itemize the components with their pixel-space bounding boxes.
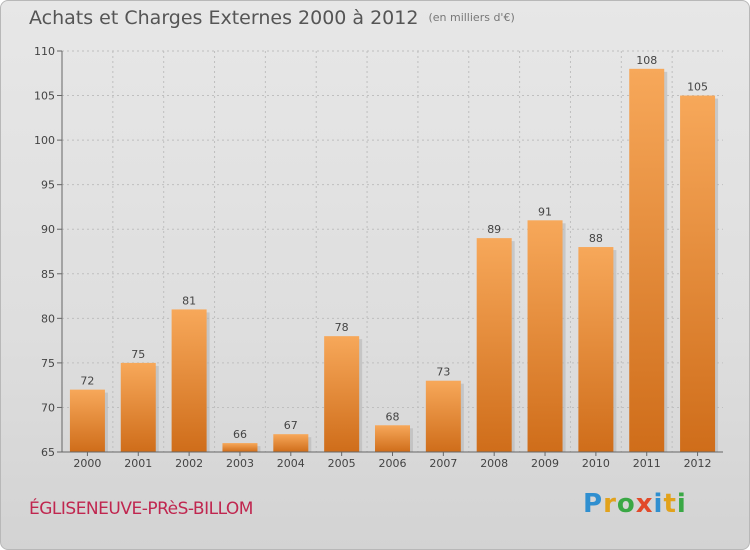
bar-value-label: 91 bbox=[538, 205, 552, 218]
bar-value-label: 66 bbox=[233, 428, 247, 441]
bar-value-label: 75 bbox=[131, 348, 145, 361]
logo-letter: i bbox=[676, 489, 687, 519]
y-tick-label: 85 bbox=[41, 268, 55, 281]
bar-value-label: 68 bbox=[386, 410, 400, 423]
bar-value-label: 72 bbox=[80, 375, 94, 388]
y-tick-label: 65 bbox=[41, 446, 55, 459]
x-tick-label: 2004 bbox=[277, 457, 305, 470]
x-tick-label: 2012 bbox=[684, 457, 712, 470]
y-tick-label: 80 bbox=[41, 312, 55, 325]
bar bbox=[476, 238, 512, 452]
bar bbox=[171, 309, 207, 452]
bar bbox=[375, 425, 410, 452]
x-tick-label: 2009 bbox=[531, 457, 559, 470]
logo-letter: i bbox=[653, 489, 664, 519]
logo-letter: t bbox=[663, 489, 677, 519]
bar-value-label: 89 bbox=[487, 223, 501, 236]
x-tick-label: 2001 bbox=[124, 457, 152, 470]
y-tick-label: 70 bbox=[41, 401, 55, 414]
y-tick-label: 90 bbox=[41, 223, 55, 236]
x-tick-label: 2006 bbox=[379, 457, 407, 470]
y-tick-label: 95 bbox=[41, 179, 55, 192]
x-tick-label: 2011 bbox=[633, 457, 661, 470]
bar bbox=[629, 68, 665, 453]
y-tick-label: 75 bbox=[41, 357, 55, 370]
grid-lines bbox=[62, 50, 723, 453]
y-tick-label: 110 bbox=[34, 45, 55, 58]
bar bbox=[527, 220, 563, 452]
x-tick-label: 2002 bbox=[175, 457, 203, 470]
bar bbox=[324, 336, 360, 452]
y-tick-label: 105 bbox=[34, 90, 55, 103]
commune-name: ÉGLISENEUVE-PRèS-BILLOM bbox=[29, 499, 253, 519]
bars: 72 75 81 66 67 78 68 73 89 91 88 108 105 bbox=[69, 54, 719, 453]
bar-value-label: 78 bbox=[335, 321, 349, 334]
logo-letter: r bbox=[603, 489, 617, 519]
bar-value-label: 73 bbox=[436, 366, 450, 379]
x-tick-label: 2010 bbox=[582, 457, 610, 470]
bar-value-label: 67 bbox=[284, 419, 298, 432]
x-tick-label: 2000 bbox=[73, 457, 101, 470]
bar-value-label: 88 bbox=[589, 232, 603, 245]
proxiti-logo: Proxiti bbox=[583, 489, 687, 519]
y-tick-label: 100 bbox=[34, 134, 55, 147]
axes: 65 70 75 80 85 90 95 100 105 110 2000 2001 2002 2003 2… bbox=[34, 45, 723, 470]
bar bbox=[120, 362, 156, 452]
bar bbox=[578, 247, 614, 452]
bar bbox=[222, 443, 258, 452]
bar bbox=[273, 434, 309, 452]
chart-title-text: Achats et Charges Externes 2000 à 2012 bbox=[29, 7, 419, 29]
bar-value-label: 81 bbox=[182, 294, 196, 307]
bar-value-label: 105 bbox=[687, 81, 708, 94]
bar bbox=[425, 380, 461, 452]
bar bbox=[680, 95, 716, 453]
x-tick-label: 2005 bbox=[328, 457, 356, 470]
logo-letter: o bbox=[616, 489, 636, 519]
chart-title: Achats et Charges Externes 2000 à 2012 (e… bbox=[29, 7, 515, 29]
x-tick-label: 2007 bbox=[429, 457, 457, 470]
bar bbox=[69, 389, 105, 452]
chart-unit: (en milliers d'€) bbox=[428, 11, 515, 24]
logo-letter: x bbox=[635, 489, 654, 519]
logo-letter: P bbox=[583, 489, 604, 519]
x-tick-label: 2008 bbox=[480, 457, 508, 470]
x-tick-label: 2003 bbox=[226, 457, 254, 470]
bar-value-label: 108 bbox=[636, 54, 657, 67]
